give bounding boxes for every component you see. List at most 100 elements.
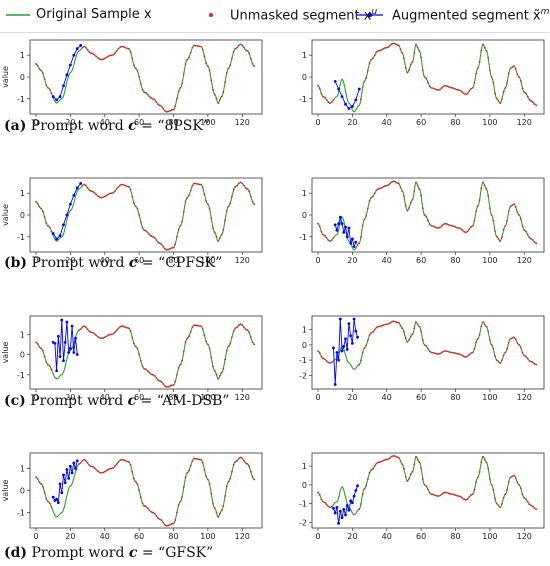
original-series-line [317, 42, 537, 113]
original-series-line [35, 181, 255, 251]
unmasked-point [495, 502, 498, 505]
augmented-point [58, 95, 62, 98]
unmasked-point [105, 469, 108, 472]
unmasked-point [530, 360, 533, 363]
unmasked-point [464, 93, 467, 96]
unmasked-point [210, 356, 213, 359]
unmasked-point [442, 223, 445, 226]
unmasked-point [437, 495, 440, 498]
unmasked-point [157, 241, 159, 244]
unmasked-point [470, 226, 472, 228]
unmasked-point [516, 211, 519, 214]
unmasked-point [103, 57, 106, 60]
unmasked-point [90, 465, 92, 468]
unmasked-point [490, 343, 493, 346]
unmasked-point [84, 184, 87, 187]
unmasked-point [231, 57, 233, 60]
unmasked-point [122, 183, 125, 186]
unmasked-point [502, 228, 505, 231]
unmasked-point [88, 464, 91, 467]
unmasked-point [513, 65, 515, 68]
unmasked-point [487, 330, 490, 333]
unmasked-point [177, 90, 180, 93]
unmasked-point [237, 44, 240, 47]
unmasked-point [514, 206, 517, 208]
unmasked-point [172, 246, 175, 249]
unmasked-point [239, 456, 242, 459]
unmasked-point [365, 215, 368, 217]
unmasked-point [403, 467, 405, 470]
original-series-line [317, 320, 537, 370]
unmasked-point [535, 508, 538, 511]
augmented-point [354, 489, 358, 492]
unmasked-point [174, 380, 177, 383]
unmasked-point [231, 470, 233, 473]
unmasked-point [330, 361, 333, 364]
unmasked-point [148, 95, 151, 98]
unmasked-point [323, 234, 326, 237]
augmented-point [354, 240, 358, 244]
unmasked-point [423, 76, 426, 78]
augmented-point [68, 464, 72, 468]
unmasked-point [167, 110, 170, 113]
unmasked-point [404, 475, 407, 478]
unmasked-point [155, 376, 158, 379]
unmasked-point [107, 55, 110, 58]
unmasked-point [370, 468, 373, 471]
unmasked-point [124, 326, 127, 329]
unmasked-point [322, 95, 325, 98]
unmasked-point [248, 52, 251, 55]
y-tick-label: 1 [20, 189, 25, 198]
unmasked-point [444, 84, 447, 87]
augmented-point [65, 73, 69, 77]
unmasked-point [88, 330, 91, 333]
unmasked-point [502, 496, 505, 499]
unmasked-point [396, 456, 398, 459]
augmented-point [58, 355, 62, 358]
unmasked-point [162, 107, 165, 110]
unmasked-point [389, 321, 392, 324]
unmasked-point [84, 46, 87, 49]
unmasked-point [473, 348, 476, 350]
augmented-point [55, 369, 59, 373]
unmasked-point [415, 455, 417, 458]
unmasked-point [494, 92, 496, 95]
unmasked-point [138, 353, 141, 356]
augmented-point [55, 98, 59, 102]
unmasked-point [392, 42, 395, 45]
unmasked-point [404, 337, 407, 340]
unmasked-point [403, 330, 405, 333]
unmasked-point [225, 209, 228, 212]
unmasked-point [232, 188, 235, 191]
unmasked-point [222, 91, 225, 94]
unmasked-point [494, 497, 496, 500]
unmasked-point [162, 245, 165, 248]
unmasked-point [81, 184, 84, 187]
unmasked-point [375, 51, 378, 54]
unmasked-point [497, 238, 500, 240]
unmasked-point [358, 363, 361, 366]
unmasked-point [165, 524, 168, 527]
unmasked-point [482, 321, 484, 323]
unmasked-point [217, 102, 220, 105]
unmasked-point [133, 202, 135, 205]
unmasked-point [117, 47, 120, 50]
unmasked-point [172, 108, 175, 111]
unmasked-point [110, 333, 113, 336]
augmented-point [337, 358, 341, 362]
unmasked-point [523, 229, 526, 232]
unmasked-point [421, 339, 424, 342]
unmasked-point [384, 185, 386, 187]
unmasked-point [155, 101, 158, 103]
unmasked-point [244, 186, 247, 189]
unmasked-point [205, 340, 208, 343]
unmasked-point [208, 483, 211, 485]
unmasked-point [38, 205, 41, 208]
augmented-point [347, 322, 351, 326]
unmasked-point [234, 460, 237, 463]
unmasked-point [236, 326, 238, 329]
unmasked-point [317, 491, 319, 494]
unmasked-point [186, 196, 189, 199]
unmasked-point [193, 324, 196, 327]
unmasked-point [504, 86, 507, 89]
